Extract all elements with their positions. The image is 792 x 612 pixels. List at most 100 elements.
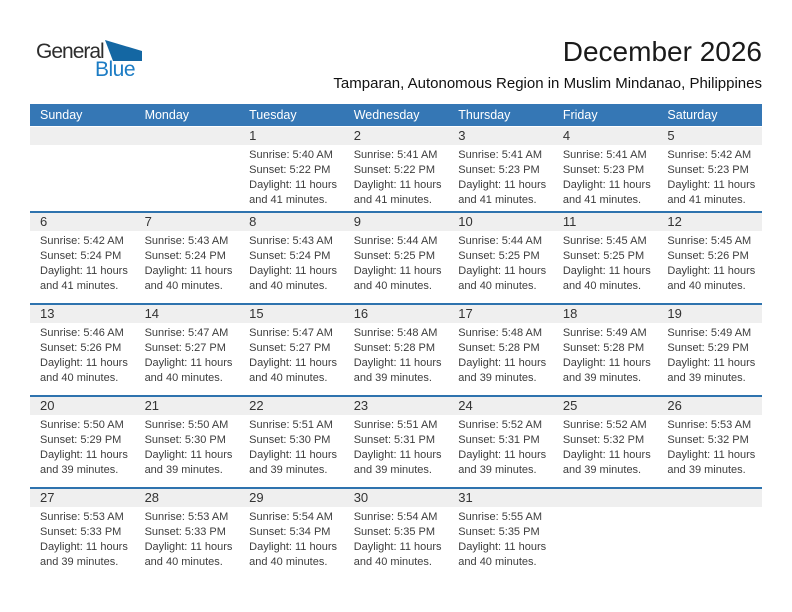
day-number: [657, 489, 762, 507]
sunrise-text: Sunrise: 5:41 AM: [562, 149, 647, 161]
sunrise-text: Sunrise: 5:54 AM: [249, 511, 333, 523]
daylight-text: Daylight: 11 hours: [458, 179, 547, 191]
day-cell: 12 Sunrise: 5:45 AM Sunset: 5:26 PM Dayligh…: [657, 213, 762, 303]
sunrise-text: Sunrise: 5:41 AM: [458, 149, 543, 161]
logo-text-blue: Blue: [95, 58, 136, 81]
sunset-text: Sunset: 5:27 PM: [249, 342, 331, 354]
day-number: 8: [239, 213, 344, 231]
day-number: 31: [448, 489, 553, 507]
daylight-text: Daylight: 11 hours: [40, 449, 128, 461]
day-details: Sunrise: 5:45 AM Sunset: 5:26 PM Daylight:…: [657, 231, 762, 294]
sunset-text: Sunset: 5:22 PM: [249, 164, 331, 176]
day-details: Sunrise: 5:49 AM Sunset: 5:29 PM Daylight:…: [657, 323, 762, 386]
day-details: Sunrise: 5:47 AM Sunset: 5:27 PM Daylight:…: [239, 323, 344, 386]
daylight-text: and 41 minutes.: [458, 194, 537, 206]
weekday-header-monday: Monday: [144, 108, 190, 122]
daylight-text: and 40 minutes.: [353, 280, 432, 292]
sunset-text: Sunset: 5:33 PM: [40, 526, 122, 538]
daylight-text: Daylight: 11 hours: [144, 449, 233, 461]
sunrise-text: Sunrise: 5:40 AM: [249, 149, 333, 161]
daylight-text: and 41 minutes.: [40, 280, 119, 292]
daylight-text: Daylight: 11 hours: [562, 449, 651, 461]
sunrise-text: Sunrise: 5:50 AM: [40, 419, 124, 431]
daylight-text: Daylight: 11 hours: [249, 541, 337, 553]
daylight-text: Daylight: 11 hours: [458, 449, 547, 461]
day-details: [30, 145, 135, 148]
day-cell: 6 Sunrise: 5:42 AM Sunset: 5:24 PM Daylight…: [30, 213, 135, 303]
sunset-text: Sunset: 5:33 PM: [144, 526, 226, 538]
weekday-header-friday: Friday: [562, 108, 598, 122]
daylight-text: and 40 minutes.: [667, 280, 746, 292]
day-details: Sunrise: 5:43 AM Sunset: 5:24 PM Daylight:…: [239, 231, 344, 294]
sunrise-text: Sunrise: 5:41 AM: [353, 149, 438, 161]
empty-day-cell: [30, 127, 135, 211]
daylight-text: and 39 minutes.: [562, 372, 642, 384]
calendar-table: Sunday Monday Tuesday Wednesday Thursday Frid…: [30, 104, 762, 579]
day-details: Sunrise: 5:50 AM Sunset: 5:30 PM Daylight:…: [135, 415, 240, 478]
sunrise-text: Sunrise: 5:44 AM: [353, 235, 438, 247]
day-details: [553, 507, 658, 510]
day-number: 9: [343, 213, 449, 231]
daylight-text: Daylight: 11 hours: [667, 357, 756, 369]
weekday-header-tuesday: Tuesday: [249, 108, 297, 122]
week-row: 13 Sunrise: 5:46 AM Sunset: 5:26 PM Dayligh…: [30, 303, 762, 395]
day-number: 7: [134, 213, 240, 231]
day-cell: 20 Sunrise: 5:50 AM Sunset: 5:29 PM Dayligh…: [30, 397, 135, 487]
day-number: 27: [30, 489, 135, 507]
empty-day-cell: [657, 489, 762, 579]
day-details: Sunrise: 5:54 AM Sunset: 5:35 PM Daylight:…: [344, 507, 449, 570]
weekday-header-row: Sunday Monday Tuesday Wednesday Thursday Frid…: [30, 104, 762, 126]
sunset-text: Sunset: 5:31 PM: [458, 434, 540, 446]
day-cell: 27 Sunrise: 5:53 AM Sunset: 5:33 PM Dayligh…: [30, 489, 135, 579]
sunrise-text: Sunrise: 5:54 AM: [353, 511, 438, 523]
day-details: Sunrise: 5:49 AM Sunset: 5:28 PM Daylight:…: [553, 323, 658, 386]
day-details: Sunrise: 5:48 AM Sunset: 5:28 PM Daylight:…: [344, 323, 449, 386]
sunset-text: Sunset: 5:26 PM: [40, 342, 122, 354]
sunrise-text: Sunrise: 5:42 AM: [40, 235, 124, 247]
day-details: Sunrise: 5:40 AM Sunset: 5:22 PM Daylight:…: [239, 145, 344, 208]
weekday-header-saturday: Saturday: [667, 108, 718, 122]
daylight-text: Daylight: 11 hours: [249, 265, 337, 277]
day-number: 17: [448, 305, 553, 323]
day-details: Sunrise: 5:41 AM Sunset: 5:23 PM Daylight:…: [553, 145, 658, 208]
day-cell: 26 Sunrise: 5:53 AM Sunset: 5:32 PM Dayligh…: [657, 397, 762, 487]
sunrise-text: Sunrise: 5:50 AM: [144, 419, 229, 431]
daylight-text: Daylight: 11 hours: [562, 179, 651, 191]
empty-day-cell: [134, 127, 240, 211]
day-number: [30, 127, 135, 145]
day-number: 19: [657, 305, 762, 323]
sunset-text: Sunset: 5:23 PM: [562, 164, 645, 176]
sunrise-text: Sunrise: 5:53 AM: [667, 419, 752, 431]
day-cell: 11 Sunrise: 5:45 AM Sunset: 5:25 PM Dayligh…: [552, 213, 658, 303]
day-cell: 10 Sunrise: 5:44 AM Sunset: 5:25 PM Dayligh…: [448, 213, 553, 303]
sunset-text: Sunset: 5:29 PM: [40, 434, 122, 446]
daylight-text: Daylight: 11 hours: [353, 179, 442, 191]
daylight-text: and 40 minutes.: [458, 280, 537, 292]
daylight-text: and 40 minutes.: [249, 280, 328, 292]
daylight-text: Daylight: 11 hours: [667, 265, 756, 277]
day-number: 2: [343, 127, 449, 145]
sunset-text: Sunset: 5:24 PM: [40, 250, 122, 262]
day-cell: 28 Sunrise: 5:53 AM Sunset: 5:33 PM Dayligh…: [134, 489, 240, 579]
day-number: 29: [239, 489, 344, 507]
daylight-text: Daylight: 11 hours: [353, 357, 442, 369]
day-cell: 15 Sunrise: 5:47 AM Sunset: 5:27 PM Dayligh…: [239, 305, 344, 395]
day-cell: 4 Sunrise: 5:41 AM Sunset: 5:23 PM Daylight…: [552, 127, 658, 211]
day-details: Sunrise: 5:53 AM Sunset: 5:32 PM Daylight:…: [657, 415, 762, 478]
daylight-text: Daylight: 11 hours: [667, 449, 756, 461]
sunset-text: Sunset: 5:31 PM: [353, 434, 436, 446]
week-row: 27 Sunrise: 5:53 AM Sunset: 5:33 PM Dayligh…: [30, 487, 762, 579]
day-number: 6: [30, 213, 135, 231]
day-details: Sunrise: 5:43 AM Sunset: 5:24 PM Daylight:…: [135, 231, 240, 294]
day-details: Sunrise: 5:54 AM Sunset: 5:34 PM Daylight:…: [239, 507, 344, 570]
day-details: Sunrise: 5:44 AM Sunset: 5:25 PM Daylight:…: [344, 231, 449, 294]
sunset-text: Sunset: 5:25 PM: [562, 250, 645, 262]
sunrise-text: Sunrise: 5:53 AM: [144, 511, 229, 523]
sunset-text: Sunset: 5:34 PM: [249, 526, 331, 538]
sunrise-text: Sunrise: 5:42 AM: [667, 149, 752, 161]
day-number: 3: [448, 127, 553, 145]
sunrise-text: Sunrise: 5:52 AM: [458, 419, 543, 431]
sunset-text: Sunset: 5:32 PM: [562, 434, 645, 446]
day-details: [657, 507, 762, 510]
sunrise-text: Sunrise: 5:52 AM: [562, 419, 647, 431]
